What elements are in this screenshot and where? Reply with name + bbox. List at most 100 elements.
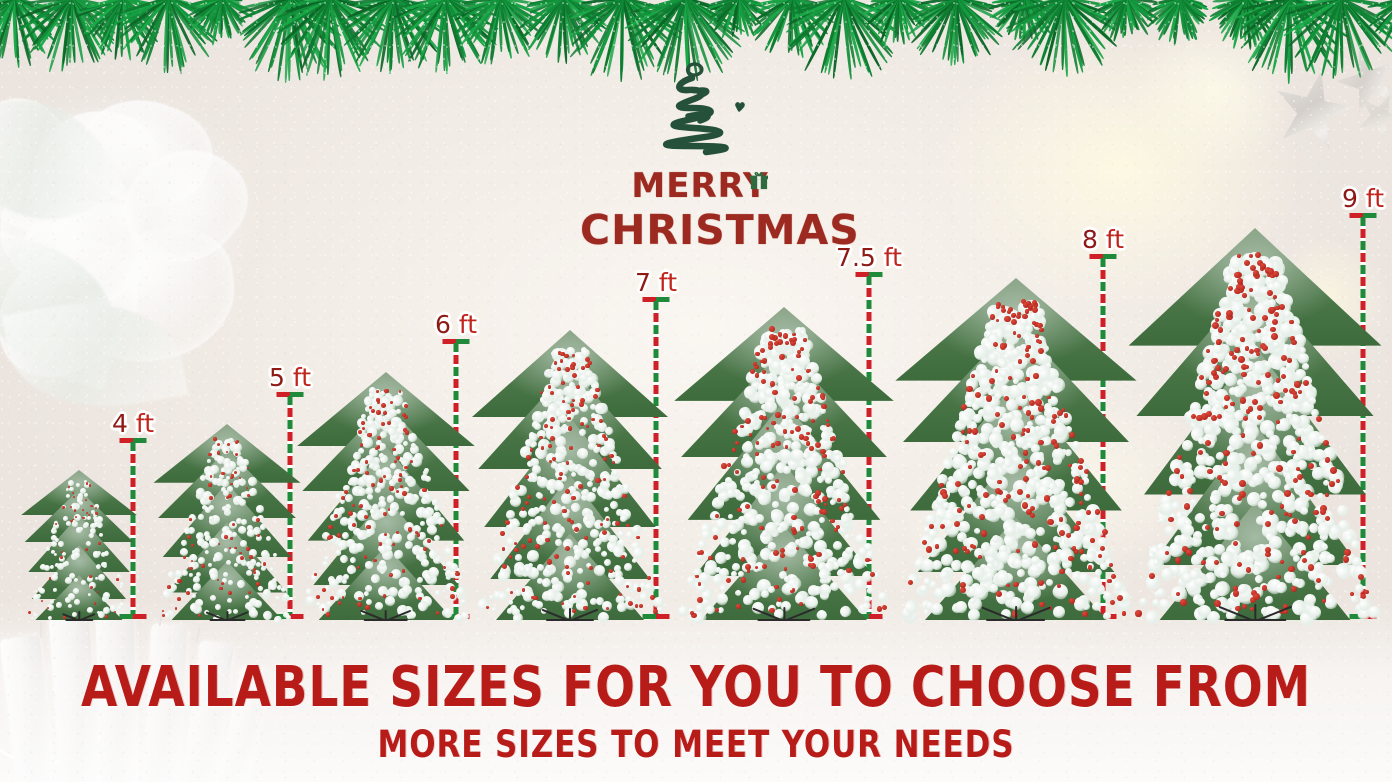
red-berry xyxy=(228,546,231,550)
red-berry xyxy=(1211,357,1218,364)
red-berry xyxy=(997,479,1002,485)
frosted-tip xyxy=(711,500,719,508)
red-berry xyxy=(88,484,92,487)
tree-4ft[interactable] xyxy=(20,470,138,621)
red-berry xyxy=(1273,271,1279,277)
red-berry xyxy=(929,524,934,529)
red-berry xyxy=(352,523,357,528)
red-berry xyxy=(1068,463,1073,468)
red-berry xyxy=(255,517,260,522)
red-berry xyxy=(612,460,616,464)
frosted-tip xyxy=(302,593,316,608)
red-berry xyxy=(1350,591,1355,597)
red-berry xyxy=(1313,509,1319,516)
pine-cone xyxy=(820,514,828,526)
red-berry xyxy=(113,611,116,614)
red-berry xyxy=(558,476,562,481)
red-berry xyxy=(1021,427,1026,432)
red-berry xyxy=(1212,322,1219,330)
red-berry xyxy=(1044,464,1051,471)
frosted-tip xyxy=(972,414,982,424)
red-berry xyxy=(1308,491,1314,498)
frosted-tip xyxy=(238,499,246,507)
frosted-tip xyxy=(858,546,869,557)
red-berry xyxy=(105,615,108,618)
tree-6ft[interactable] xyxy=(295,372,477,625)
red-berry xyxy=(1272,318,1279,325)
tree-stand xyxy=(1216,600,1293,622)
red-berry xyxy=(348,511,354,517)
red-berry xyxy=(564,367,570,372)
tree-5ft[interactable] xyxy=(152,424,302,626)
red-berry xyxy=(1023,450,1029,456)
red-berry xyxy=(531,596,535,600)
red-berry xyxy=(542,497,547,501)
red-berry xyxy=(401,412,406,418)
tree-9ft[interactable] xyxy=(1126,228,1384,629)
red-berry xyxy=(1109,600,1115,606)
red-berry xyxy=(1016,489,1023,495)
frosted-tip xyxy=(449,571,457,579)
frosted-tip xyxy=(92,550,100,558)
red-berry xyxy=(551,456,557,462)
red-berry xyxy=(1025,509,1032,516)
red-berry xyxy=(313,573,317,576)
red-berry xyxy=(224,535,228,539)
red-berry xyxy=(1035,460,1042,466)
red-berry xyxy=(1344,549,1351,556)
red-berry xyxy=(781,415,786,420)
red-berry xyxy=(960,582,967,589)
red-berry xyxy=(961,429,965,434)
red-berry xyxy=(1207,468,1213,475)
tree-7ft[interactable] xyxy=(470,330,670,625)
red-berry xyxy=(416,533,421,537)
red-berry xyxy=(1212,374,1219,381)
red-berry xyxy=(784,341,789,346)
red-berry xyxy=(74,515,77,519)
tree-7_5ft[interactable] xyxy=(672,307,896,626)
red-berry xyxy=(174,607,178,610)
red-berry xyxy=(1079,549,1084,554)
red-berry xyxy=(784,445,789,449)
red-berry xyxy=(230,482,234,486)
red-berry xyxy=(1073,548,1079,554)
red-berry xyxy=(1250,315,1256,322)
red-berry xyxy=(1031,299,1038,306)
red-berry xyxy=(799,526,805,531)
red-berry xyxy=(539,390,543,394)
scribble-christmas-tree-icon xyxy=(662,62,745,156)
red-berry xyxy=(225,495,230,500)
red-berry xyxy=(755,351,760,357)
tree-8ft[interactable] xyxy=(893,278,1139,627)
red-berry xyxy=(1053,545,1058,550)
red-berry xyxy=(46,607,49,610)
red-berry xyxy=(1004,315,1011,322)
red-berry xyxy=(82,509,84,512)
red-berry xyxy=(561,601,565,605)
red-berry xyxy=(1303,380,1310,387)
red-berry xyxy=(442,565,446,569)
red-berry xyxy=(1026,300,1032,306)
red-berry xyxy=(560,351,565,357)
frosted-tip xyxy=(432,503,440,511)
red-berry xyxy=(606,606,610,610)
red-berry xyxy=(366,524,371,530)
red-berry xyxy=(352,468,356,473)
red-berry xyxy=(403,403,409,409)
red-berry xyxy=(1180,599,1187,606)
frosted-tip xyxy=(961,415,972,425)
red-berry xyxy=(1319,508,1327,516)
red-berry xyxy=(245,546,250,551)
red-berry xyxy=(825,418,830,423)
red-berry xyxy=(908,580,914,586)
red-berry xyxy=(1224,395,1230,401)
red-berry xyxy=(727,462,732,467)
frosted-tip xyxy=(117,605,122,610)
red-berry xyxy=(1329,481,1335,487)
frosted-tip xyxy=(69,486,74,492)
frosted-tip xyxy=(378,533,390,545)
red-berry xyxy=(820,395,826,401)
red-berry xyxy=(825,422,831,428)
red-berry xyxy=(1322,598,1327,603)
red-berry xyxy=(571,362,577,368)
